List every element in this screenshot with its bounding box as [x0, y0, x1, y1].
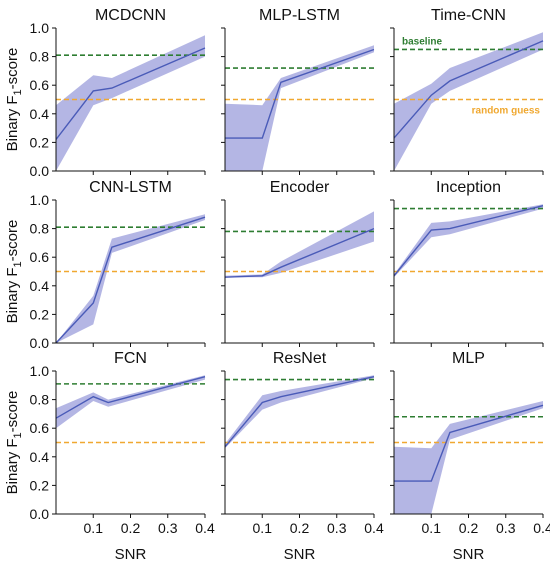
y-tick-label: 0.4	[30, 449, 50, 465]
x-tick-label: 0.3	[496, 520, 516, 536]
panel-title: Inception	[436, 179, 501, 196]
panel-title: FCN	[114, 350, 147, 367]
y-tick-label: 0.8	[30, 392, 50, 408]
y-label-prefix: Binary F	[4, 95, 21, 151]
x-tick-label: 0.2	[459, 520, 479, 536]
x-tick-label: 0.4	[364, 520, 384, 536]
y-axis-label: Binary F1-score	[4, 391, 24, 495]
x-tick-label: 0.3	[158, 520, 178, 536]
panel-mlp-lstm: MLP-LSTM	[221, 7, 375, 175]
panel-mlp: MLP 0.1 0.2 0.3 0.4 SNR	[390, 350, 550, 563]
y-tick-label: 0.2	[30, 477, 50, 493]
panel-title: MCDCNN	[95, 7, 166, 24]
confidence-band	[394, 204, 543, 278]
x-axis-label: SNR	[453, 546, 485, 563]
y-label-subscript: 1	[12, 89, 24, 95]
mean-line	[394, 404, 544, 482]
panel-title: CNN-LSTM	[89, 179, 172, 196]
y-tick-label: 0.2	[30, 306, 50, 322]
panel-title: MLP-LSTM	[259, 7, 340, 24]
x-axis-label: SNR	[284, 546, 316, 563]
y-tick-label: 0.4	[30, 106, 50, 122]
y-tick-label: 1.0	[30, 363, 50, 379]
y-tick-label: 0.6	[30, 77, 50, 93]
x-tick-label: 0.1	[84, 520, 104, 536]
y-label-prefix: Binary F	[4, 267, 21, 323]
y-tick-label: 0.0	[30, 335, 50, 351]
y-axis-label: Binary F1-score	[4, 220, 24, 324]
panel-title: Time-CNN	[431, 7, 506, 24]
y-tick-label: 0.0	[30, 163, 50, 179]
y-axis-label: Binary F1-score	[4, 48, 24, 152]
mean-line	[55, 376, 206, 419]
y-tick-label: 0.4	[30, 278, 50, 294]
y-label-prefix: Binary F	[4, 438, 21, 494]
mean-line	[393, 205, 544, 277]
panel-mcdcnn: MCDCNN 0.0 0.2 0.4 0.6 0.8 1.0 Binary F1-score	[4, 7, 206, 179]
x-tick-label: 0.1	[253, 520, 273, 536]
y-tick-label: 0.6	[30, 249, 50, 265]
confidence-band	[56, 214, 205, 343]
confidence-band	[56, 375, 205, 429]
confidence-band	[225, 375, 374, 449]
x-tick-label: 0.3	[327, 520, 347, 536]
x-tick-label: 0.4	[533, 520, 550, 536]
confidence-band	[394, 401, 543, 514]
mean-line	[224, 376, 375, 448]
mean-line	[55, 216, 206, 344]
confidence-band	[225, 211, 374, 278]
y-label-subscript: 1	[12, 261, 24, 267]
x-tick-label: 0.1	[422, 520, 442, 536]
y-tick-label: 1.0	[30, 20, 50, 36]
confidence-band	[225, 45, 374, 172]
panel-resnet: ResNet 0.1 0.2 0.3 0.4 SNR	[221, 350, 384, 563]
y-tick-label: 1.0	[30, 192, 50, 208]
panel-title: Encoder	[270, 179, 330, 196]
panel-title: ResNet	[273, 350, 327, 367]
y-tick-label: 0.2	[30, 134, 50, 150]
baseline-annotation: baseline	[402, 36, 442, 47]
y-tick-label: 0.8	[30, 49, 50, 65]
x-tick-label: 0.2	[121, 520, 141, 536]
panel-cnn-lstm: CNN-LSTM 0.0 0.2 0.4 0.6 0.8 1.0 Binary F1-scor…	[4, 179, 206, 351]
random-guess-annotation: random guess	[472, 106, 541, 117]
y-label-subscript: 1	[12, 432, 24, 438]
y-label-suffix: -score	[4, 48, 21, 90]
panel-title: MLP	[452, 350, 485, 367]
y-label-suffix: -score	[4, 220, 21, 262]
x-tick-label: 0.4	[195, 520, 215, 536]
panel-time-cnn: Time-CNN baseline random guess	[390, 7, 544, 175]
x-tick-label: 0.2	[290, 520, 310, 536]
x-axis-label: SNR	[115, 546, 147, 563]
panel-encoder: Encoder	[221, 179, 375, 347]
mean-line	[55, 47, 206, 140]
y-tick-label: 0.8	[30, 221, 50, 237]
confidence-band	[56, 35, 205, 172]
y-label-suffix: -score	[4, 391, 21, 433]
mean-line	[393, 40, 544, 139]
mean-line	[225, 48, 375, 139]
mean-line	[224, 227, 375, 278]
y-tick-label: 0.0	[30, 506, 50, 522]
y-tick-label: 0.6	[30, 420, 50, 436]
panel-fcn: FCN 0.1 0.2 0.3 0.4 0.0 0.2 0.4 0.6 0.8 1.0 SNR Bina…	[4, 350, 215, 563]
confidence-band	[394, 32, 543, 171]
panel-inception: Inception	[390, 179, 544, 347]
